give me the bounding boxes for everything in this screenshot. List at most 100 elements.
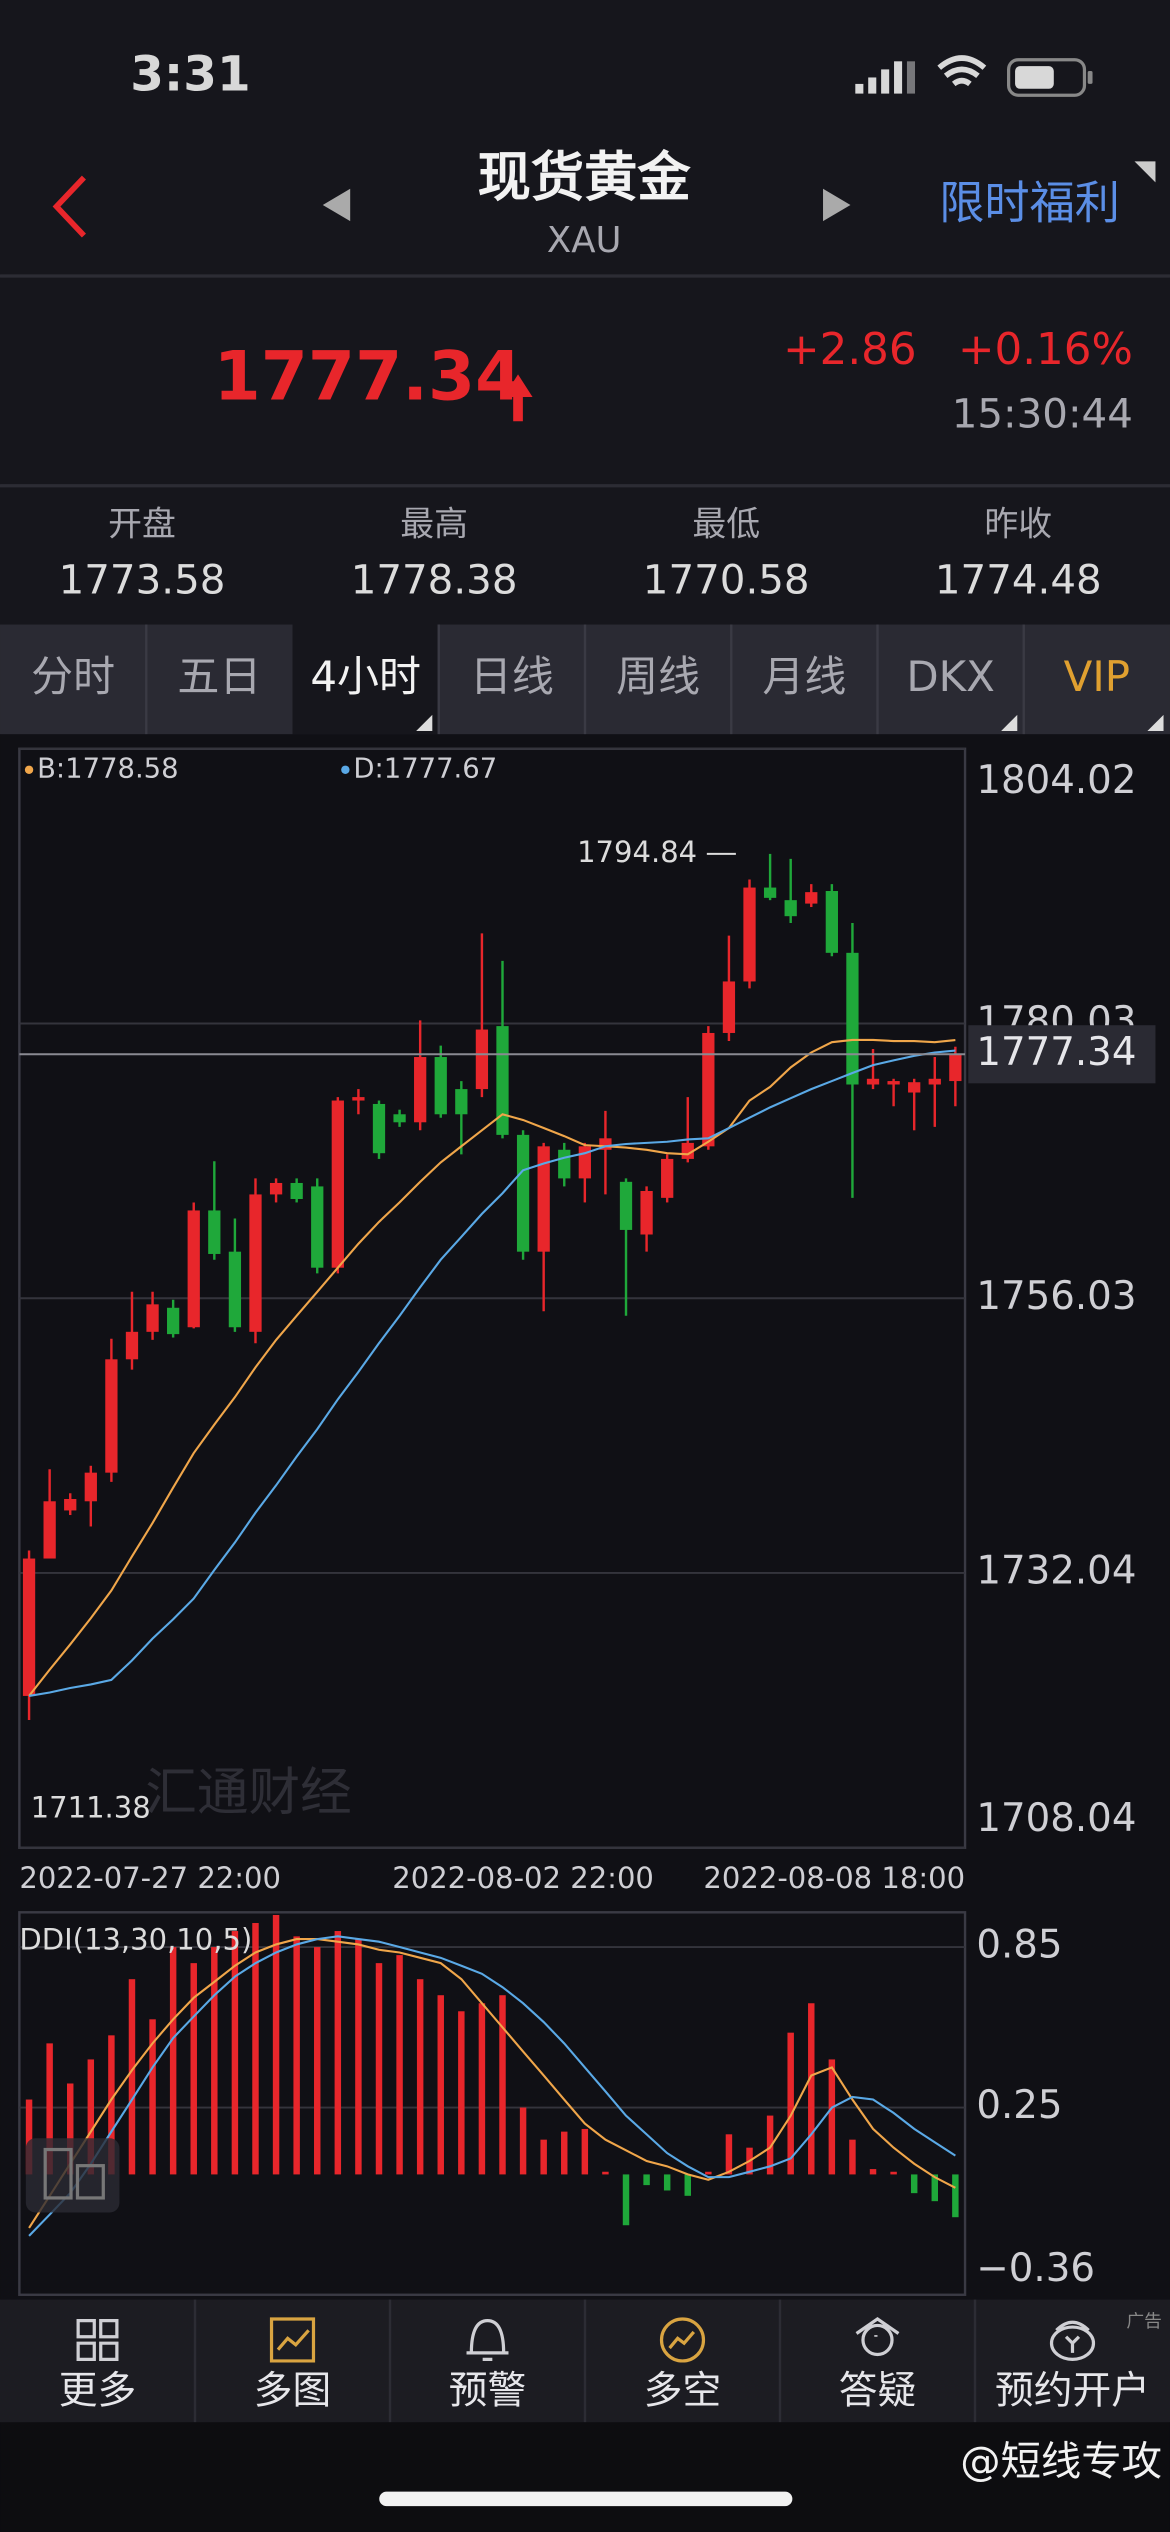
footer-watermark: @短线专攻	[960, 2438, 1162, 2485]
ddi-bar	[581, 2128, 589, 2175]
nav-label[interactable]: 多空	[644, 2369, 721, 2414]
candle-body	[414, 1057, 427, 1123]
stat-value: 1770.58	[643, 557, 810, 604]
ddi-bar	[458, 2011, 465, 2175]
ddi-bar	[849, 2139, 856, 2175]
candle-body	[187, 1210, 200, 1328]
stats-row: 开盘 1773.58 最高 1778.38 最低 1770.58 昨收 1774.48	[59, 505, 1102, 604]
nav-label[interactable]: 预警	[449, 2369, 526, 2414]
ddi-bar	[519, 2107, 527, 2175]
y-tick-label: 0.25	[976, 2083, 1062, 2128]
ddi-bar	[396, 1955, 403, 2175]
home-indicator	[379, 2491, 793, 2507]
tab[interactable]: VIP	[1064, 652, 1130, 701]
legend-dot	[24, 765, 34, 774]
back-button[interactable]	[52, 175, 86, 238]
next-button[interactable]	[823, 188, 851, 222]
ddi-bar	[46, 2043, 53, 2175]
candle-body	[22, 1558, 36, 1696]
quote-time: 15:30:44	[952, 390, 1133, 437]
candle-body	[537, 1146, 550, 1252]
ddi-bar	[540, 2139, 547, 2175]
candle-body	[661, 1158, 674, 1198]
price-change: +2.86	[783, 325, 917, 375]
candle-body	[393, 1114, 406, 1123]
ddi-bar	[211, 1947, 218, 2175]
nav-label[interactable]: 预约开户	[995, 2369, 1150, 2414]
stat-value: 1774.48	[935, 557, 1102, 604]
ddi-bar	[169, 1947, 177, 2175]
moving-average-line	[28, 1038, 956, 1697]
candle-body	[475, 1029, 489, 1090]
candle-body	[805, 892, 818, 904]
up-arrow	[503, 374, 533, 422]
candle-body	[125, 1331, 139, 1360]
ddi-bar	[808, 2003, 815, 2175]
tool-icon[interactable]	[25, 2138, 120, 2213]
legend-label: D:1777.67	[353, 753, 497, 784]
stat-value: 1778.38	[351, 557, 518, 604]
ddi-line	[28, 1938, 956, 2229]
candle-body	[928, 1078, 941, 1085]
ddi-bar	[684, 2174, 691, 2196]
ddi-bar	[437, 1995, 444, 2175]
tab[interactable]: DKX	[906, 652, 995, 701]
tab[interactable]: 周线	[616, 652, 700, 701]
nav-icon[interactable]	[659, 2317, 706, 2363]
nav-label[interactable]: 答疑	[839, 2369, 916, 2414]
home-area	[0, 2422, 1170, 2532]
candle-body	[640, 1190, 653, 1235]
last-price-box	[968, 1025, 1156, 1084]
nav-label[interactable]: 多图	[254, 2369, 331, 2414]
nav-icon[interactable]	[1049, 2320, 1096, 2361]
candle-body	[146, 1304, 159, 1332]
ddi-bar	[828, 2059, 836, 2175]
battery-icon	[1007, 58, 1093, 97]
ddi-bar	[622, 2174, 630, 2226]
ddi-bar	[355, 1939, 362, 2175]
tab[interactable]: 日线	[470, 652, 554, 701]
tab[interactable]: 4小时	[310, 652, 421, 701]
tab-corner	[1001, 714, 1018, 732]
tab[interactable]: 分时	[31, 652, 115, 701]
nav-icon[interactable]	[855, 2317, 900, 2357]
candle-body	[784, 900, 797, 917]
candle-body	[516, 1134, 530, 1252]
candle-body	[763, 887, 777, 898]
candle-body	[372, 1103, 386, 1154]
candle-body	[84, 1472, 97, 1502]
min-label: 1711.38	[31, 1791, 151, 1825]
ddi-bar	[108, 2035, 115, 2175]
candle-body	[702, 1032, 715, 1147]
nav-label[interactable]: 更多	[59, 2369, 136, 2414]
tab-corner	[1147, 714, 1164, 732]
ddi-bar	[725, 2134, 733, 2175]
stat-label: 昨收	[984, 505, 1052, 544]
y-tick-label: 1708.04	[976, 1796, 1136, 1841]
ddi-bar	[766, 2115, 774, 2175]
candle-body	[722, 981, 736, 1033]
nav-icon[interactable]	[269, 2317, 316, 2363]
stat-label: 最低	[692, 505, 760, 544]
candle-body	[599, 1138, 612, 1150]
ddi-bar	[25, 2099, 33, 2175]
prev-button[interactable]	[322, 188, 351, 222]
signal-icon	[855, 61, 916, 94]
ddi-bar	[890, 2171, 897, 2175]
nav-icon[interactable]	[466, 2318, 509, 2361]
tab-bar: 分时 五日 4小时 日线 周线 月线 DKX VIP	[0, 624, 1170, 735]
last-price: 1777.34	[214, 336, 523, 415]
y-tick-label: 1732.04	[976, 1548, 1136, 1593]
candle-body	[619, 1181, 633, 1230]
nav-icon[interactable]	[76, 2318, 119, 2361]
tab-corner	[416, 714, 433, 732]
tab[interactable]: 五日	[177, 652, 261, 701]
last-price-label: 1777.34	[976, 1030, 1136, 1075]
promo-link[interactable]: 限时福利	[939, 177, 1120, 230]
tab[interactable]: 月线	[762, 652, 846, 701]
candle-body	[64, 1498, 77, 1511]
candle-body	[846, 952, 859, 1085]
moving-average-line	[28, 1049, 956, 1697]
ddi-title: DDI(13,30,10,5)	[19, 1922, 252, 1956]
